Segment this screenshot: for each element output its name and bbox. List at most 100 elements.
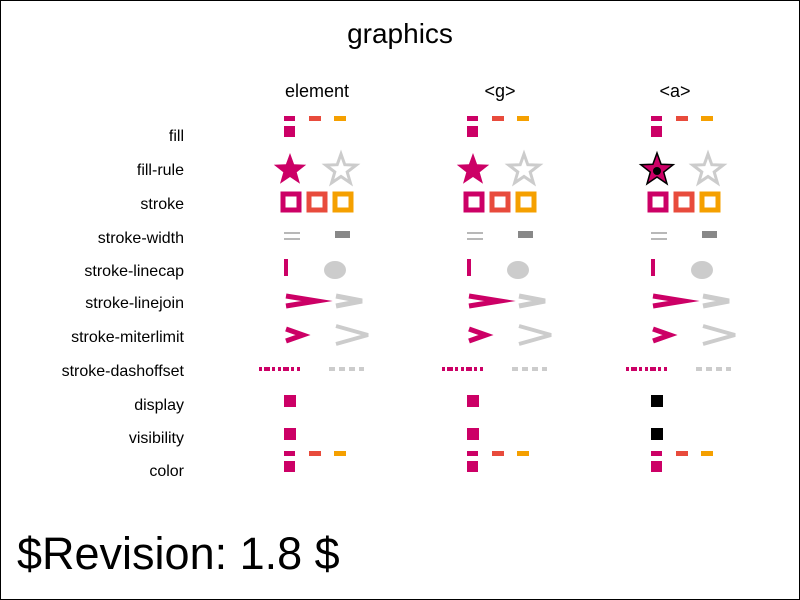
bevel-limit-chevron xyxy=(335,324,369,346)
stroke-square-1 xyxy=(306,191,328,213)
row-label-stroke-dashoffset: stroke-dashoffset xyxy=(62,363,185,380)
cell-stroke-width xyxy=(284,231,350,240)
visibility-square xyxy=(651,428,663,440)
fill-square xyxy=(284,126,295,137)
cell-fill-rule xyxy=(456,149,544,187)
cell-fill xyxy=(467,116,529,137)
miter-join-chevron xyxy=(468,293,516,309)
cell-stroke-miterlimit xyxy=(468,324,552,346)
display-square xyxy=(284,395,296,407)
bevel-join-chevron xyxy=(335,293,363,309)
stroke-square-1 xyxy=(673,191,695,213)
cell-display xyxy=(284,395,296,407)
stroke-square-2 xyxy=(699,191,721,213)
fill-square xyxy=(467,126,478,137)
row-label-stroke-linejoin: stroke-linejoin xyxy=(85,295,184,312)
butt-cap-line xyxy=(467,259,471,276)
color-square-top xyxy=(467,451,478,456)
miter-limit-chevron xyxy=(285,326,311,344)
star-center-dot xyxy=(653,167,661,175)
star-outline-icon xyxy=(504,149,544,187)
cell-fill-rule xyxy=(638,149,728,187)
cell-stroke-linecap xyxy=(284,259,346,279)
row-label-display: display xyxy=(134,397,184,414)
color-dash-red xyxy=(492,451,504,456)
row-label-fill: fill xyxy=(169,128,184,145)
row-label-stroke-width: stroke-width xyxy=(98,230,184,247)
fill-square-top xyxy=(467,116,478,121)
stroke-square-0 xyxy=(280,191,302,213)
thick-line xyxy=(518,231,533,238)
butt-cap-line xyxy=(284,259,288,276)
cell-color xyxy=(467,451,529,472)
cell-stroke-linecap xyxy=(651,259,713,279)
row-labels: fill fill-rule stroke stroke-width strok… xyxy=(62,128,185,480)
butt-cap-line xyxy=(651,259,655,276)
bevel-limit-chevron xyxy=(702,324,736,346)
star-outline-icon xyxy=(321,149,361,187)
cell-stroke xyxy=(463,191,537,213)
color-square-top xyxy=(651,451,662,456)
fill-square-top xyxy=(651,116,662,121)
bevel-join-chevron xyxy=(702,293,730,309)
round-cap-blob xyxy=(691,261,713,279)
color-dash-orange xyxy=(517,451,529,456)
star-filled-icon xyxy=(273,153,307,184)
visibility-square xyxy=(284,428,296,440)
fill-dash-red xyxy=(492,116,504,121)
page-title: graphics xyxy=(347,18,453,49)
color-dash-red xyxy=(676,451,688,456)
cell-stroke-linejoin xyxy=(652,293,730,309)
column-headers: element <g> <a> xyxy=(285,81,691,101)
test-column-0 xyxy=(259,116,369,472)
cell-visibility xyxy=(284,428,296,440)
cell-fill xyxy=(651,116,713,137)
revision-label: $Revision: 1.8 $ xyxy=(17,528,340,579)
fill-square-top xyxy=(284,116,295,121)
row-label-fill-rule: fill-rule xyxy=(137,162,184,179)
color-dash-red xyxy=(309,451,321,456)
miter-limit-chevron xyxy=(468,326,494,344)
cell-stroke xyxy=(647,191,721,213)
display-square xyxy=(467,395,479,407)
cell-fill xyxy=(284,116,346,137)
stroke-square-0 xyxy=(463,191,485,213)
cell-stroke-width xyxy=(651,231,717,240)
thick-line xyxy=(702,231,717,238)
miter-join-chevron xyxy=(285,293,333,309)
stroke-square-1 xyxy=(489,191,511,213)
test-column-1 xyxy=(442,116,552,472)
row-label-stroke-linecap: stroke-linecap xyxy=(84,263,184,280)
row-label-visibility: visibility xyxy=(129,430,184,447)
cell-visibility xyxy=(467,428,479,440)
cell-color xyxy=(284,451,346,472)
row-label-color: color xyxy=(149,463,184,480)
star-filled-icon xyxy=(456,153,490,184)
cell-display xyxy=(651,395,663,407)
cell-stroke xyxy=(280,191,354,213)
fill-dash-red xyxy=(309,116,321,121)
color-square xyxy=(651,461,662,472)
round-cap-blob xyxy=(507,261,529,279)
stroke-square-0 xyxy=(647,191,669,213)
cell-display xyxy=(467,395,479,407)
cell-fill-rule xyxy=(273,149,361,187)
fill-square xyxy=(651,126,662,137)
visibility-square xyxy=(467,428,479,440)
color-dash-orange xyxy=(334,451,346,456)
thick-line xyxy=(335,231,350,238)
stroke-square-2 xyxy=(332,191,354,213)
cell-color xyxy=(651,451,713,472)
display-square xyxy=(651,395,663,407)
bevel-join-chevron xyxy=(518,293,546,309)
row-label-stroke: stroke xyxy=(140,196,184,213)
cell-stroke-miterlimit xyxy=(285,324,369,346)
color-square-top xyxy=(284,451,295,456)
column-header-a: <a> xyxy=(659,81,690,101)
color-dash-orange xyxy=(701,451,713,456)
round-cap-blob xyxy=(324,261,346,279)
test-cells xyxy=(259,116,736,472)
color-square xyxy=(284,461,295,472)
column-header-g: <g> xyxy=(484,81,515,101)
